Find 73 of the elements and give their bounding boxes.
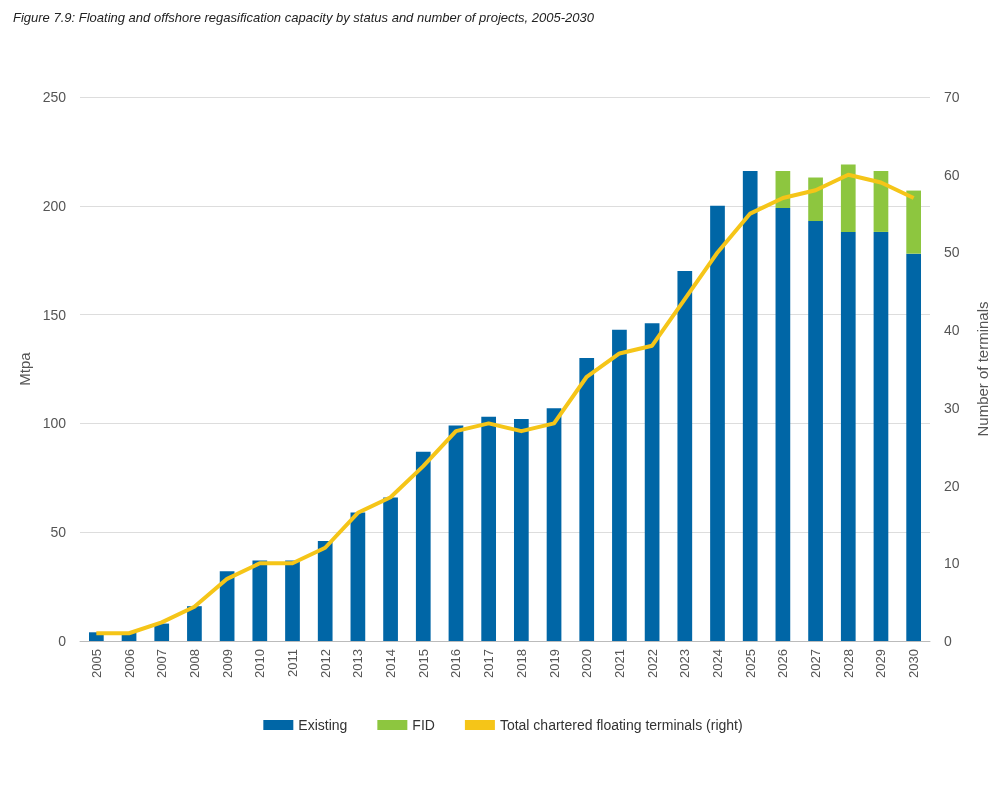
y2-tick-label: 20 [944,477,960,494]
bar [808,177,823,222]
x-tick-label: 2007 [154,649,170,678]
y-tick-label: 150 [42,306,67,323]
x-tick-label: 2023 [677,649,693,678]
x-tick-label: 2025 [742,649,758,678]
bar [710,205,725,641]
legend-label: Total chartered floating terminals (right) [499,717,743,733]
x-tick-label: 2013 [350,649,366,678]
y2-tick-label: 0 [944,633,952,649]
x-tick-label: 2015 [415,649,431,678]
legend-label: FID [412,717,435,733]
y-tick-label: 0 [58,633,67,649]
y2-axis-title: Number of terminals [974,301,991,437]
y2-tick-label: 50 [944,244,960,261]
x-tick-label: 2019 [546,649,562,678]
x-tick-label: 2028 [840,649,856,678]
bar [154,623,170,641]
bar [481,416,497,641]
y-tick-label: 50 [50,524,67,541]
line-series [94,172,916,636]
x-tick-label: 2006 [121,649,137,678]
x-tick-label: 2014 [383,649,399,678]
x-tick-label: 2026 [775,649,791,678]
y-axis-title: Mtpa [15,351,33,386]
x-tick-label: 2010 [252,649,268,678]
bar [383,497,398,641]
y2-tick-label: 60 [944,166,960,183]
bar [252,560,268,641]
y2-tick-label: 30 [944,399,960,416]
y2-tick-label: 70 [944,89,960,105]
bar [579,358,595,641]
bar [775,207,791,641]
bar [448,425,464,641]
bar [808,221,823,641]
bar [644,323,660,641]
bar [415,451,431,641]
x-tick-label: 2024 [710,649,725,678]
bar [317,540,333,641]
x-tick-label: 2016 [448,649,464,678]
x-tick-label: 2030 [906,649,922,678]
x-tick-label: 2012 [317,649,333,678]
bar [350,512,366,641]
x-tick-label: 2005 [88,649,104,678]
y2-tick-label: 10 [944,555,960,572]
chart-title: Figure 7.9: Floating and offshore regasification capacity by status and number of projects, 2005-2030 [13,10,595,25]
y-tick-label: 250 [42,89,67,105]
x-tick-label: 2029 [873,649,889,678]
bar [677,271,693,641]
y-tick-label: 200 [42,197,67,214]
x-tick-label: 2008 [186,649,202,678]
x-tick-label: 2009 [219,649,235,678]
bar [513,419,529,641]
bar [906,253,922,641]
x-tick-label: 2022 [644,649,660,678]
x-tick-label: 2021 [611,649,627,678]
bar [187,606,202,641]
bar [742,170,758,641]
x-tick-label: 2011 [285,649,300,677]
bar [546,408,562,641]
x-tick-label: 2018 [513,649,529,678]
y-tick-label: 100 [42,415,67,432]
x-tick-label: 2027 [808,649,824,678]
bar [840,231,856,641]
bar [840,164,856,232]
bar [285,560,300,641]
legend-label: Existing [298,717,348,733]
y2-tick-label: 40 [944,322,960,339]
x-tick-label: 2020 [579,649,595,678]
bar [906,190,922,254]
bar [873,231,889,641]
x-tick-label: 2017 [481,649,497,678]
bar [612,329,627,641]
